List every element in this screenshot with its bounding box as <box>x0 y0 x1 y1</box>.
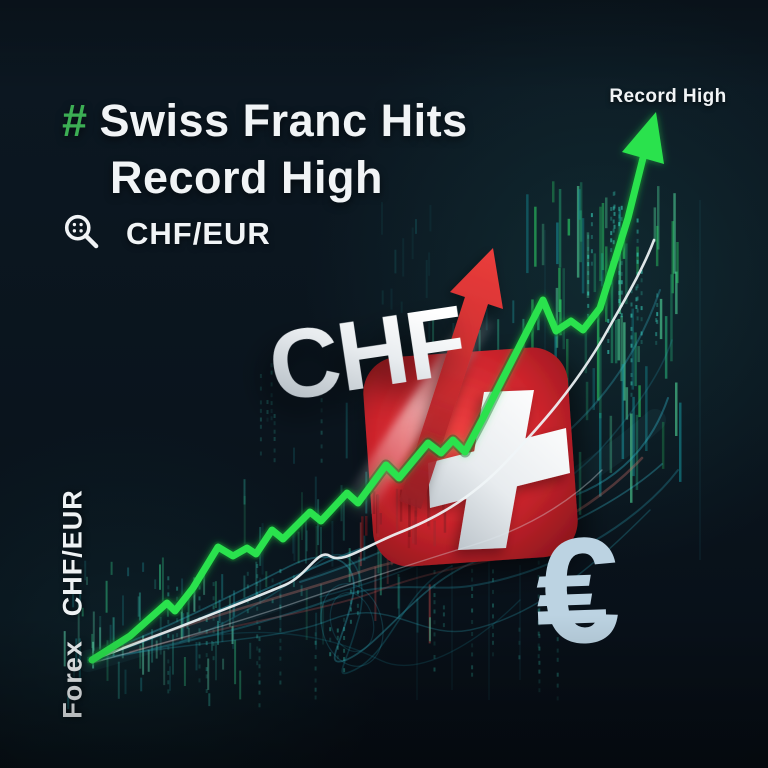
record-high-label: Record High <box>609 86 727 107</box>
headline-text-1: Swiss Franc Hits <box>99 95 468 146</box>
secondary-trend-line <box>90 238 656 664</box>
record-high-arrowhead <box>622 112 664 164</box>
euro-symbol: € <box>533 505 622 676</box>
hashtag-icon: # <box>62 95 88 146</box>
headline-line2: Record High <box>110 152 384 203</box>
headline-line1: # Swiss Franc Hits <box>62 92 468 149</box>
trend-line <box>86 112 664 666</box>
pair-row: CHF/EUR <box>62 211 271 257</box>
side-watermark: Forex CHF/EUR <box>58 489 89 719</box>
matrix-dash-texture <box>167 191 659 708</box>
pair-label: CHF/EUR <box>126 216 271 251</box>
magnifier-icon <box>64 214 99 249</box>
euro-glyph: € <box>533 505 622 676</box>
watermark-category: Forex <box>57 640 88 719</box>
headline: # Swiss Franc Hits Record High <box>62 92 468 206</box>
euro-extra-bar <box>537 609 607 625</box>
watermark-pair: CHF/EUR <box>57 489 88 617</box>
